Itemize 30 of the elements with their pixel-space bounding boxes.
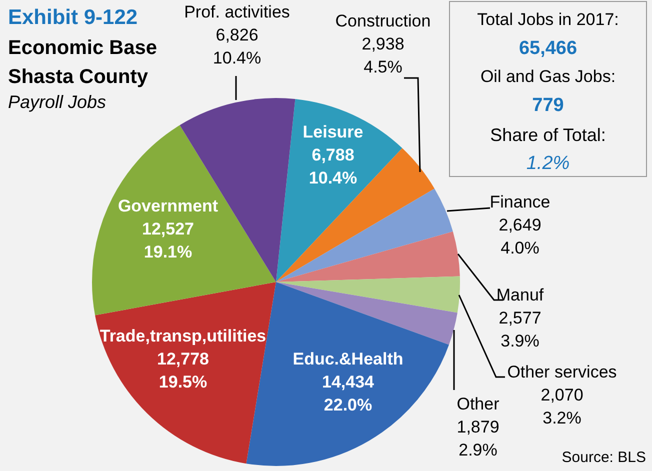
data-label: 2,649 4.0% bbox=[498, 216, 542, 258]
text: 779 bbox=[531, 95, 565, 117]
data-label: 6,826 10.4% bbox=[212, 26, 262, 68]
slice-label: Finance bbox=[490, 192, 550, 212]
slice-label: Manuf bbox=[496, 286, 544, 305]
text: 65,466 bbox=[518, 38, 578, 60]
slice-label: Leisure bbox=[302, 122, 364, 142]
data-label: 12,527 19.1% bbox=[142, 220, 194, 262]
slice-label: Trade,transp,utilities bbox=[100, 326, 266, 346]
data-label: 2,070 3.2% bbox=[540, 386, 584, 428]
slice-label: Government bbox=[118, 196, 218, 216]
source-note: Source: BLS bbox=[562, 449, 646, 466]
slice-label: Educ.&Health bbox=[292, 350, 404, 369]
slice-label: Other services bbox=[507, 362, 617, 382]
data-label: 6,788 10.4% bbox=[308, 146, 358, 188]
text: Share of Total: bbox=[489, 125, 607, 146]
data-label: 14,434 22.0% bbox=[322, 372, 375, 415]
chart-title: Exhibit 9-122 bbox=[8, 6, 138, 30]
data-label: 2,577 3.9% bbox=[498, 308, 542, 351]
text: Payroll Jobs bbox=[8, 92, 106, 113]
text: Total Jobs in 2017: bbox=[476, 10, 620, 30]
slice-label: Other bbox=[456, 394, 500, 414]
text: Economic Base Shasta County bbox=[8, 36, 158, 90]
text: 1.2% bbox=[525, 153, 571, 175]
data-label: 1,879 2.9% bbox=[456, 418, 500, 460]
slice-label: Construction bbox=[335, 12, 431, 31]
data-label: 12,778 19.5% bbox=[157, 350, 209, 392]
data-label: 2,938 4.5% bbox=[362, 34, 404, 77]
text: Oil and Gas Jobs: bbox=[479, 67, 617, 87]
slice-label: Prof. activities bbox=[184, 2, 290, 22]
